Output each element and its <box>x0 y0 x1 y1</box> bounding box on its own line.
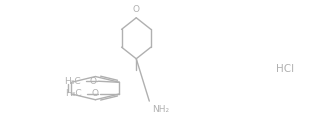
Text: NH₂: NH₂ <box>153 105 170 115</box>
Text: O: O <box>133 5 140 14</box>
Text: O: O <box>90 77 96 86</box>
Text: O: O <box>91 89 98 98</box>
Text: HCl: HCl <box>276 64 294 74</box>
Text: H₃C: H₃C <box>65 89 82 98</box>
Text: H₃C: H₃C <box>64 77 80 86</box>
